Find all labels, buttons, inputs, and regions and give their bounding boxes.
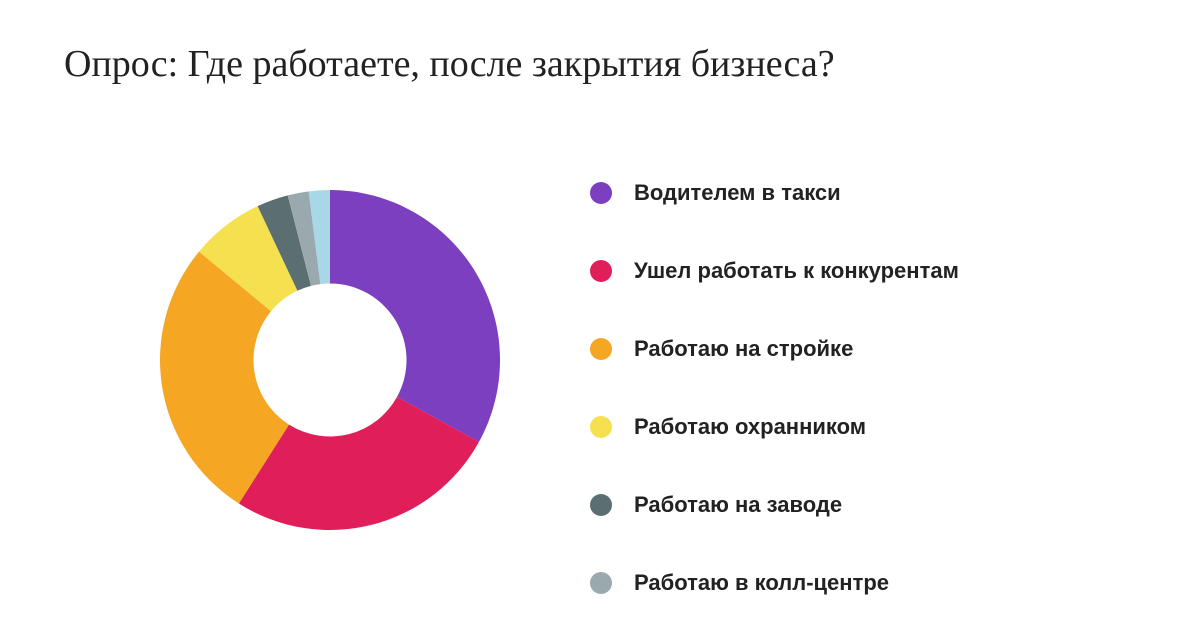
- legend-item: Водителем в такси: [590, 180, 959, 206]
- legend-item: Работаю на заводе: [590, 492, 959, 518]
- legend-dot-icon: [590, 572, 612, 594]
- legend-dot-icon: [590, 260, 612, 282]
- legend-label: Водителем в такси: [634, 180, 841, 206]
- donut-slice: [330, 190, 500, 442]
- legend-label: Работаю в колл-центре: [634, 570, 889, 596]
- legend-label: Ушел работать к конкурентам: [634, 258, 959, 284]
- donut-chart-svg: [140, 170, 520, 550]
- legend-dot-icon: [590, 494, 612, 516]
- donut-chart: [140, 170, 520, 550]
- legend-dot-icon: [590, 182, 612, 204]
- legend-item: Работаю на стройке: [590, 336, 959, 362]
- legend-label: Работаю на заводе: [634, 492, 842, 518]
- legend-label: Работаю на стройке: [634, 336, 853, 362]
- legend-item: Ушел работать к конкурентам: [590, 258, 959, 284]
- legend-item: Работаю в колл-центре: [590, 570, 959, 596]
- legend-label: Работаю охранником: [634, 414, 866, 440]
- page-title: Опрос: Где работаете, после закрытия биз…: [64, 42, 835, 86]
- page: Опрос: Где работаете, после закрытия биз…: [0, 0, 1200, 628]
- legend-dot-icon: [590, 416, 612, 438]
- chart-legend: Водителем в такси Ушел работать к конкуре…: [590, 180, 959, 628]
- legend-item: Работаю охранником: [590, 414, 959, 440]
- legend-dot-icon: [590, 338, 612, 360]
